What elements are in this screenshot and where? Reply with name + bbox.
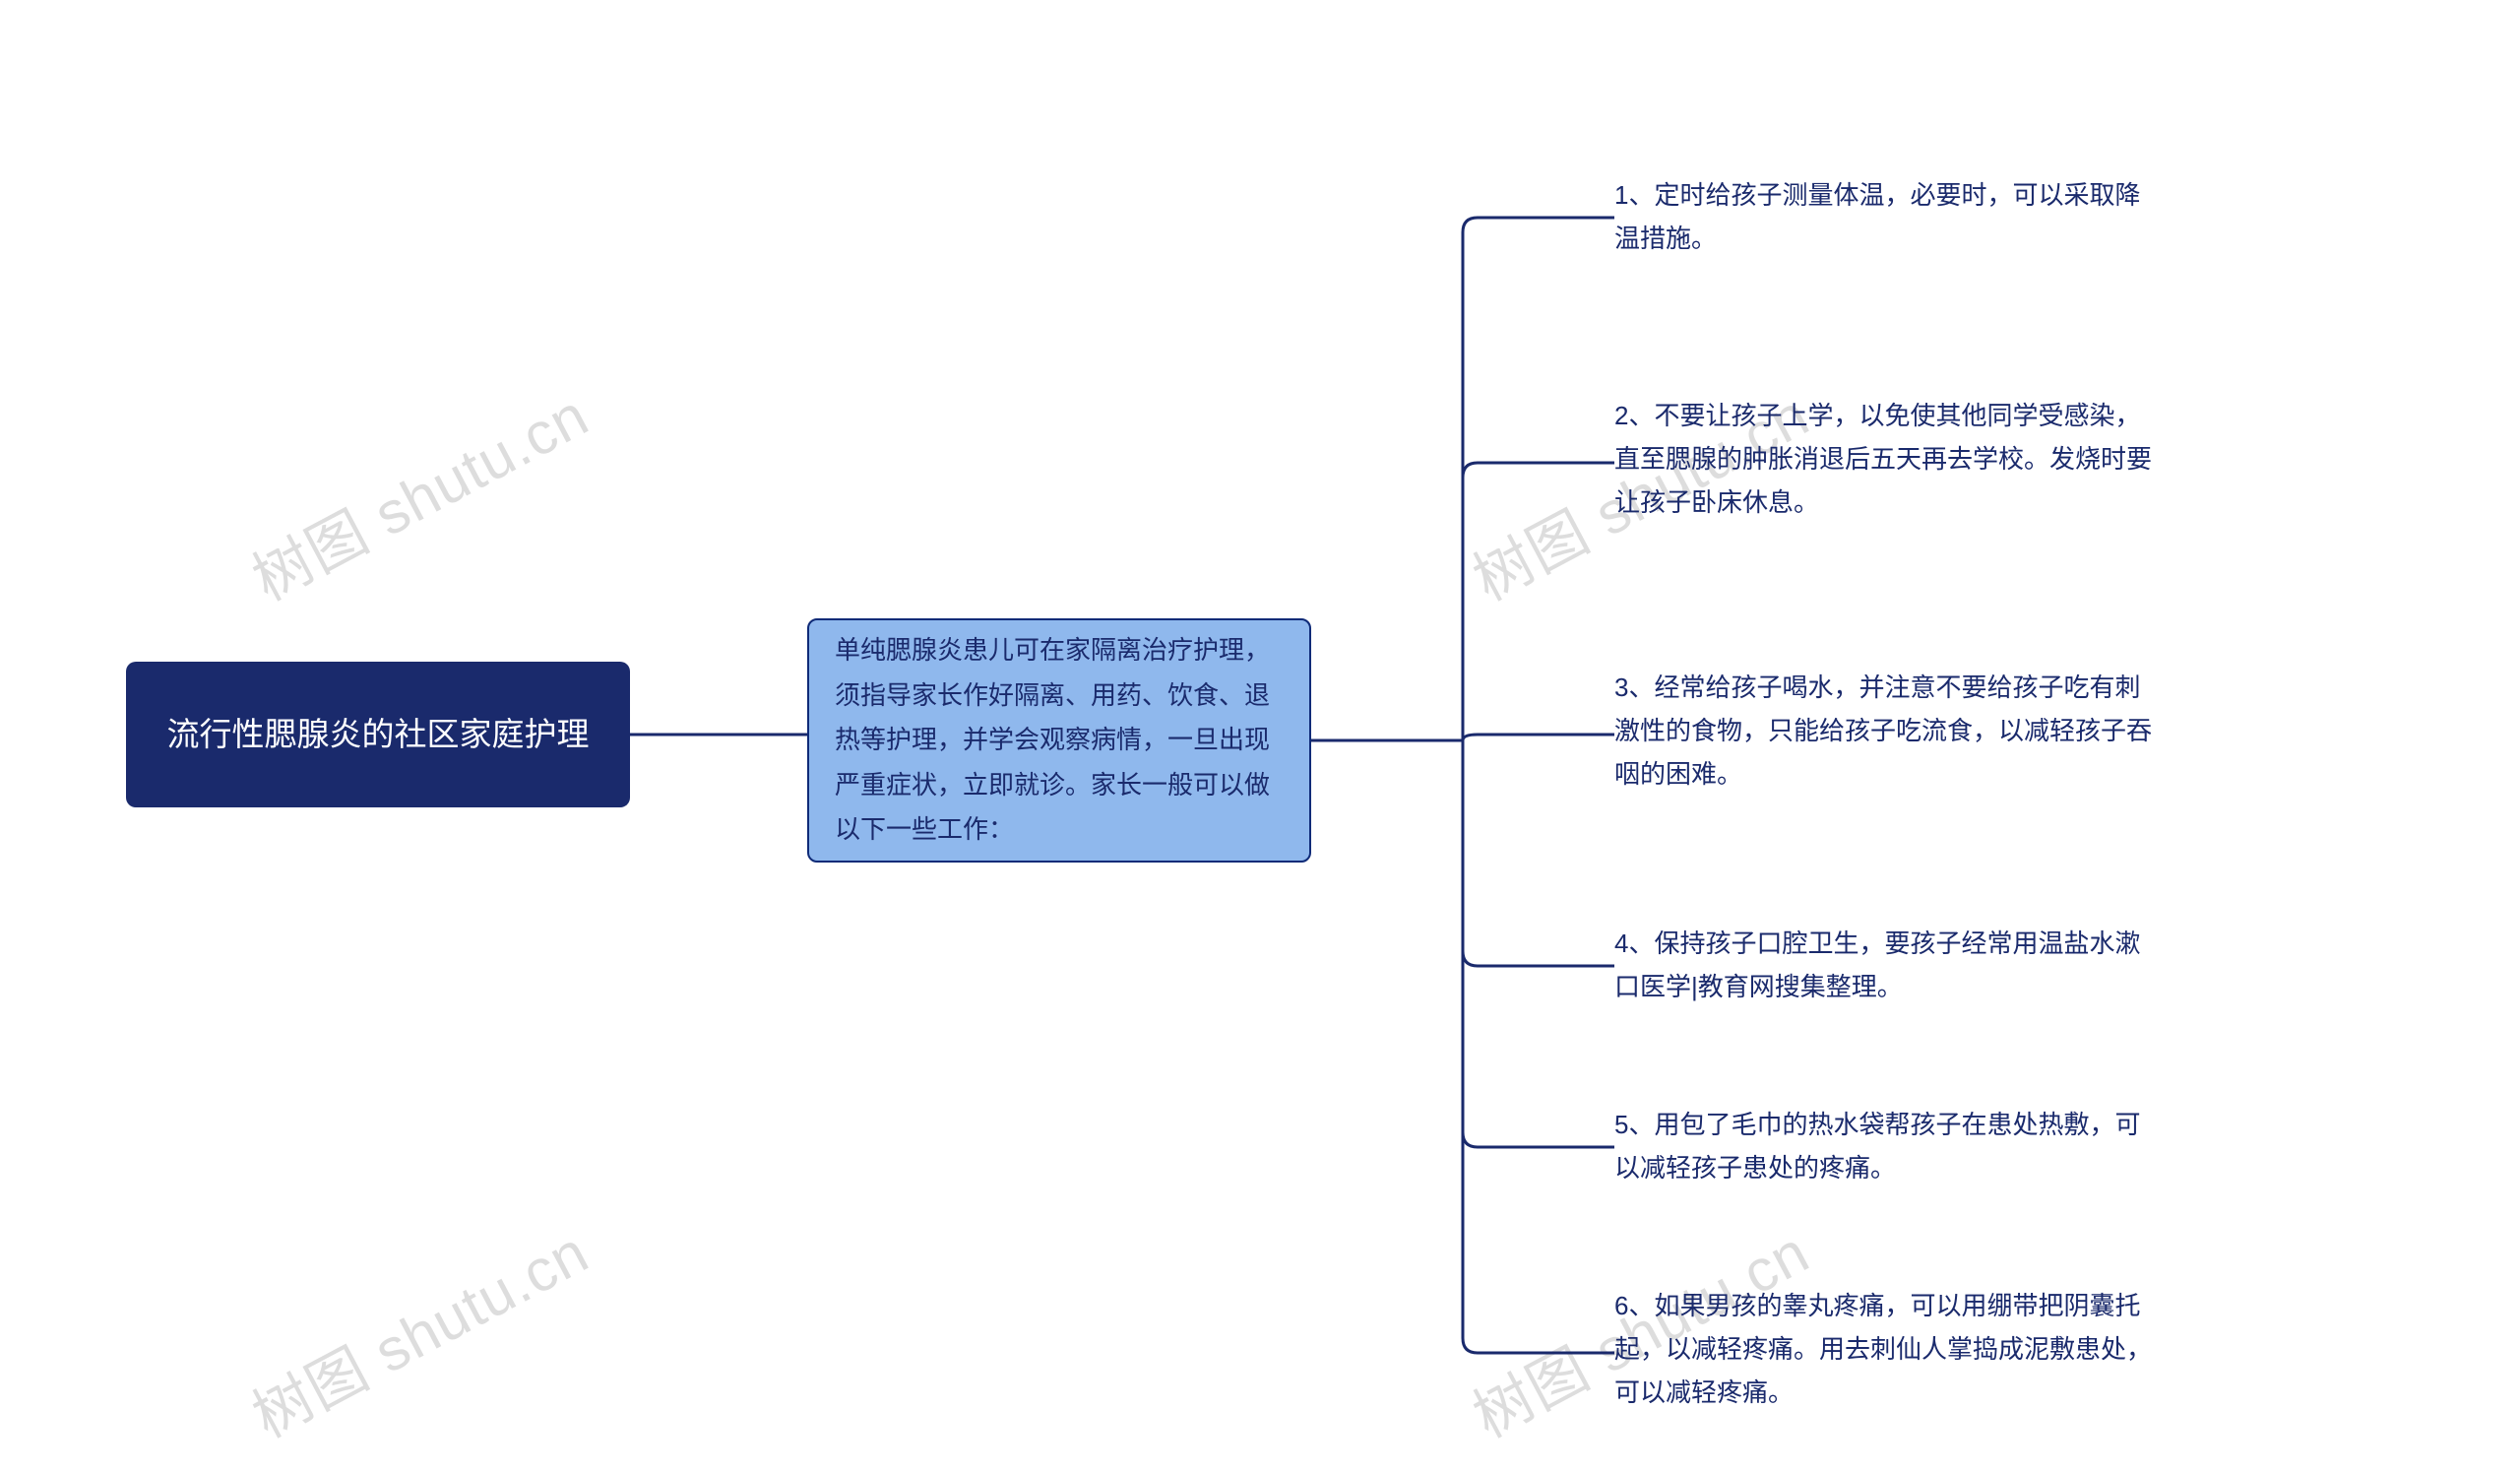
leaf-node-text: 2、不要让孩子上学，以免使其他同学受感染，直至腮腺的肿胀消退后五天再去学校。发烧… (1614, 401, 2152, 517)
leaf-node-text: 3、经常给孩子喝水，并注意不要给孩子吃有刺激性的食物，只能给孩子吃流食，以减轻孩… (1614, 672, 2152, 789)
mindmap-canvas: 树图 shutu.cn 树图 shutu.cn 树图 shutu.cn 树图 s… (0, 0, 2520, 1473)
watermark: 树图 shutu.cn (235, 368, 601, 617)
branch-node-text: 单纯腮腺炎患儿可在家隔离治疗护理，须指导家长作好隔离、用药、饮食、退热等护理，并… (835, 628, 1284, 853)
branch-node[interactable]: 单纯腮腺炎患儿可在家隔离治疗护理，须指导家长作好隔离、用药、饮食、退热等护理，并… (807, 618, 1311, 863)
leaf-node[interactable]: 6、如果男孩的睾丸疼痛，可以用绷带把阴囊托起，以减轻疼痛。用去刺仙人掌捣成泥敷患… (1614, 1284, 2166, 1415)
leaf-node-text: 5、用包了毛巾的热水袋帮孩子在患处热敷，可以减轻孩子患处的疼痛。 (1614, 1110, 2140, 1183)
root-node-label: 流行性腮腺炎的社区家庭护理 (167, 709, 590, 761)
root-node[interactable]: 流行性腮腺炎的社区家庭护理 (126, 662, 630, 807)
leaf-node-text: 1、定时给孩子测量体温，必要时，可以采取降温措施。 (1614, 180, 2140, 253)
leaf-node[interactable]: 2、不要让孩子上学，以免使其他同学受感染，直至腮腺的肿胀消退后五天再去学校。发烧… (1614, 394, 2166, 525)
watermark: 树图 shutu.cn (235, 1205, 601, 1454)
leaf-node-text: 4、保持孩子口腔卫生，要孩子经常用温盐水漱口医学|教育网搜集整理。 (1614, 929, 2140, 1001)
leaf-node[interactable]: 1、定时给孩子测量体温，必要时，可以采取降温措施。 (1614, 173, 2166, 260)
leaf-node-text: 6、如果男孩的睾丸疼痛，可以用绷带把阴囊托起，以减轻疼痛。用去刺仙人掌捣成泥敷患… (1614, 1291, 2152, 1407)
leaf-node[interactable]: 3、经常给孩子喝水，并注意不要给孩子吃有刺激性的食物，只能给孩子吃流食，以减轻孩… (1614, 666, 2166, 797)
leaf-node[interactable]: 4、保持孩子口腔卫生，要孩子经常用温盐水漱口医学|教育网搜集整理。 (1614, 922, 2166, 1008)
leaf-node[interactable]: 5、用包了毛巾的热水袋帮孩子在患处热敷，可以减轻孩子患处的疼痛。 (1614, 1103, 2166, 1189)
